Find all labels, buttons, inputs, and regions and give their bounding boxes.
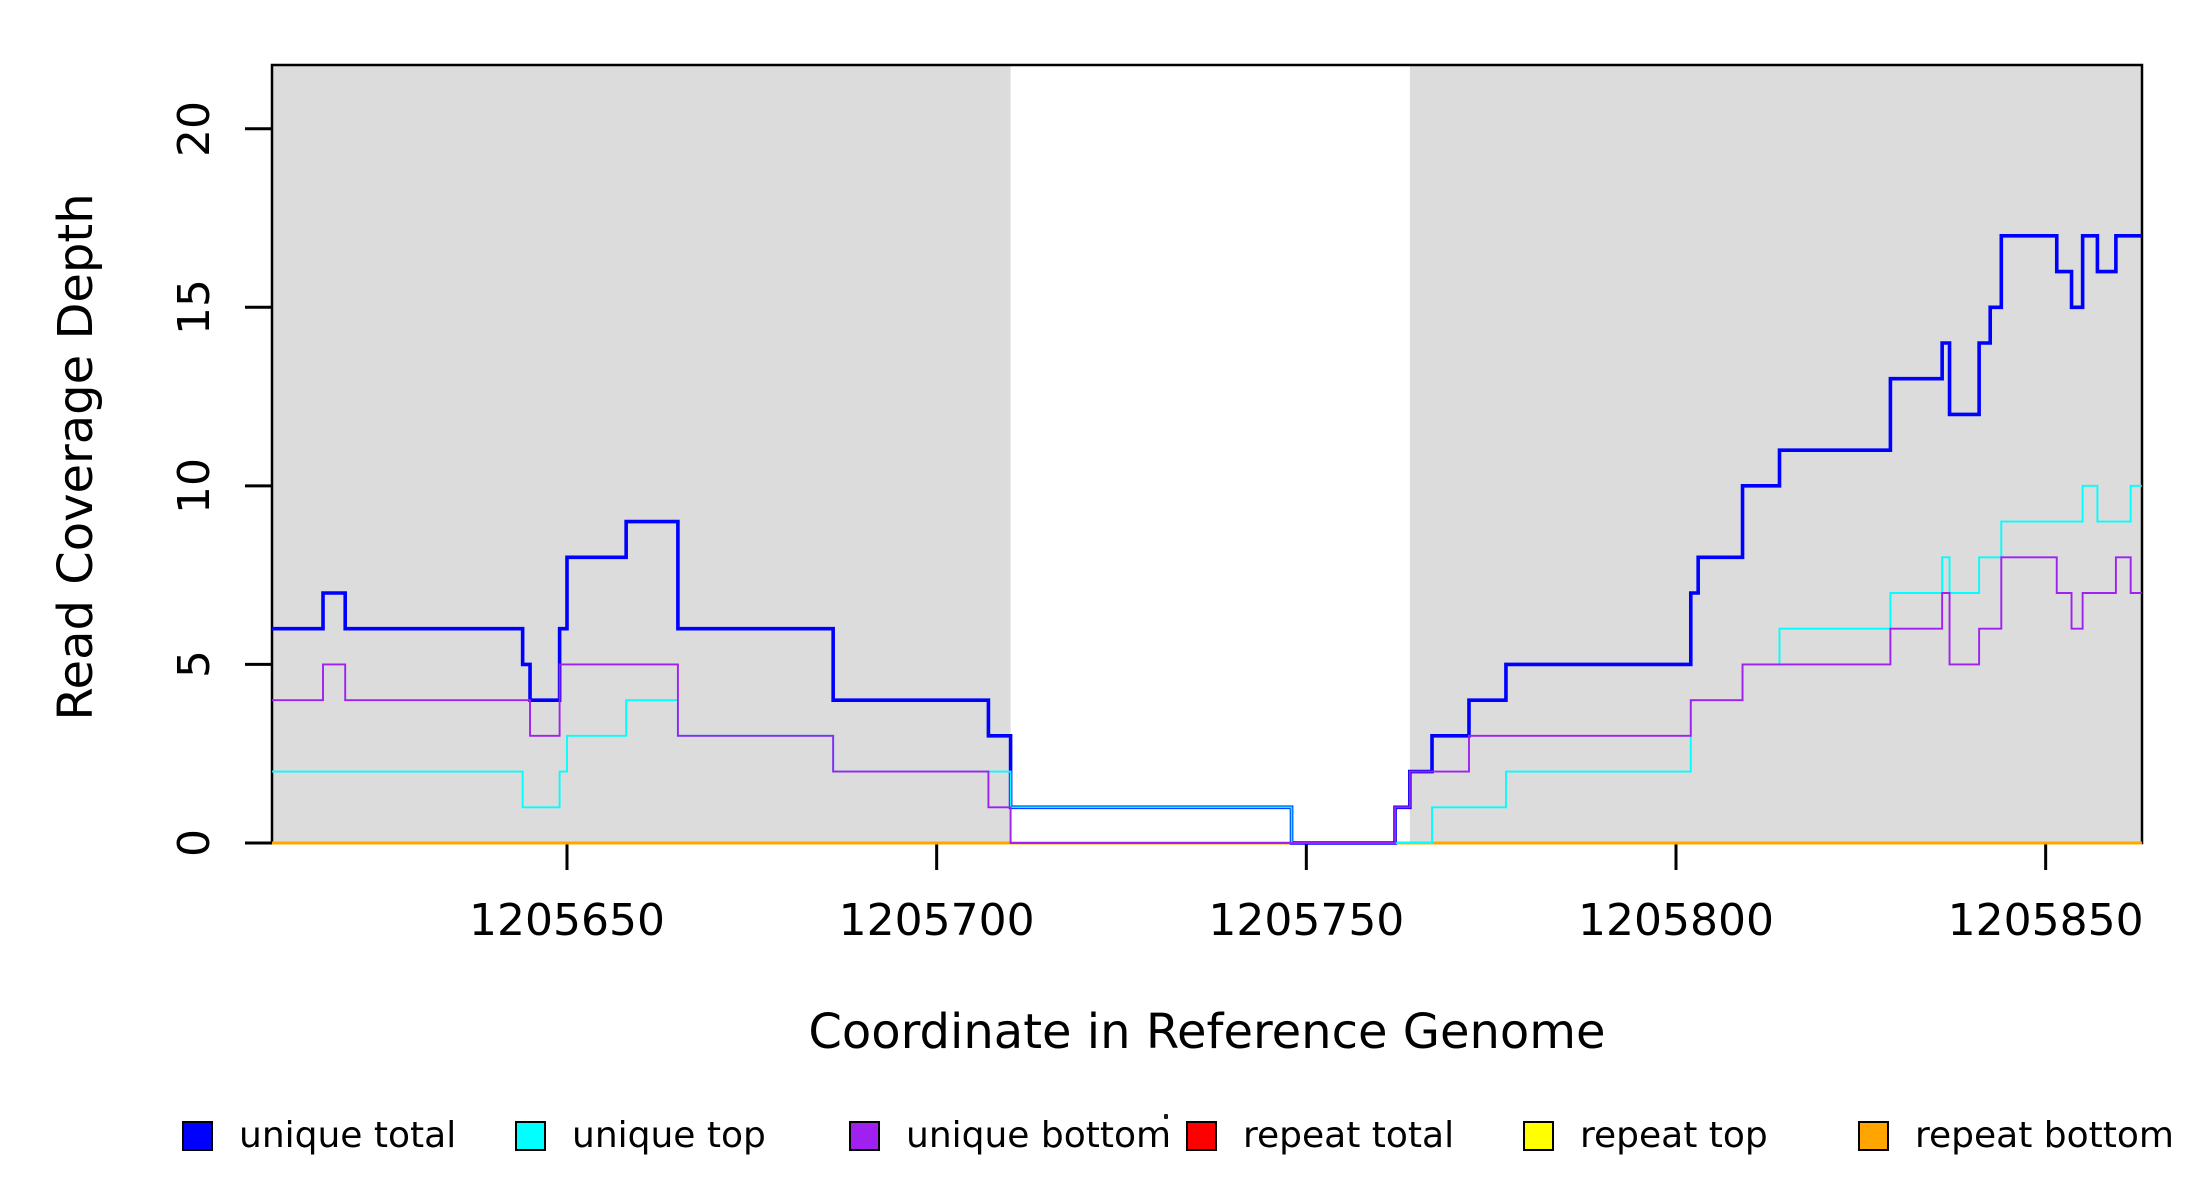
y-tick-label: 15 — [169, 279, 220, 336]
x-tick-label: 1205850 — [1947, 895, 2144, 946]
shaded-region-2 — [1409, 65, 2142, 843]
y-tick-label: 5 — [169, 650, 220, 679]
legend-label: repeat total — [1243, 1115, 1455, 1156]
legend-swatch-icon — [1858, 1121, 1889, 1151]
y-tick-label: 0 — [169, 829, 220, 857]
legend-entry-unique-total: unique total — [182, 1110, 456, 1162]
legend-entry-repeat-top: repeat top — [1523, 1110, 1768, 1162]
legend-label: repeat top — [1580, 1115, 1768, 1156]
legend-label: repeat bottom — [1915, 1115, 2174, 1156]
legend-swatch-icon — [1523, 1121, 1554, 1151]
x-axis-title: Coordinate in Reference Genome — [808, 1004, 1606, 1060]
y-axis-title: Read Coverage Depth — [48, 193, 104, 721]
legend-entry-unique-bottom: unique bottom — [849, 1110, 1171, 1162]
series-line-unique-total — [272, 234, 2142, 845]
legend-entry-repeat-total: repeat total — [1186, 1110, 1454, 1162]
y-tick-label: 20 — [169, 100, 220, 157]
legend-label: unique top — [572, 1115, 766, 1156]
legend-entry-repeat-bottom: repeat bottom — [1858, 1110, 2174, 1162]
legend-swatch-icon — [182, 1121, 213, 1151]
x-tick-label: 1205750 — [1208, 895, 1405, 946]
x-tick-label: 1205800 — [1578, 895, 1774, 946]
y-tick-label: 10 — [169, 457, 220, 514]
legend-entry-unique-top: unique top — [515, 1110, 766, 1162]
x-tick-label: 1205650 — [469, 895, 665, 946]
legend-swatch-icon — [849, 1121, 880, 1151]
x-tick-label: 1205700 — [838, 895, 1035, 946]
legend-swatch-icon — [515, 1121, 546, 1151]
shaded-region-1 — [272, 65, 1011, 843]
legend-swatch-icon — [1186, 1121, 1217, 1151]
legend-label: unique bottom — [906, 1115, 1172, 1156]
legend-label: unique total — [239, 1115, 457, 1156]
series-line-unique-bottom — [272, 556, 2142, 844]
legend-artifact-dot — [1164, 1114, 1168, 1119]
